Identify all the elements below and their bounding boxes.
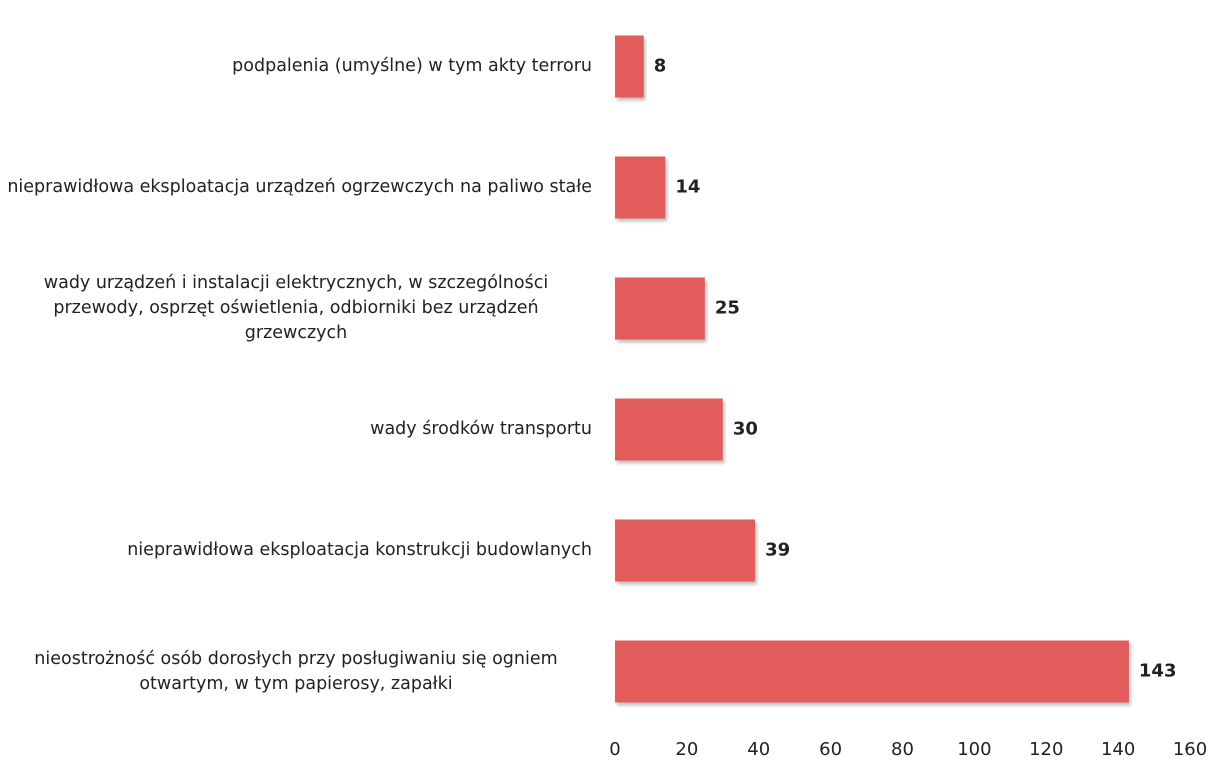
bar (615, 156, 666, 219)
value-label: 30 (733, 419, 758, 440)
category-label: nieprawidłowa eksploatacja urządzeń ogrz… (7, 177, 592, 197)
category-label: nieostrożność osób dorosłych przy posług… (34, 648, 558, 694)
category-label: podpalenia (umyślne) w tym akty terroru (232, 56, 592, 76)
value-label: 39 (765, 540, 790, 561)
value-label: 143 (1139, 661, 1177, 682)
value-label: 14 (675, 177, 700, 198)
category-label: wady środków transportu (370, 419, 592, 439)
bar (615, 35, 644, 98)
category-label-box: nieprawidłowa eksploatacja konstrukcji b… (0, 501, 592, 601)
bar (615, 398, 723, 461)
category-label-box: wady środków transportu (0, 380, 592, 480)
x-tick-label: 60 (819, 739, 842, 760)
bar (615, 277, 705, 340)
value-label: 8 (654, 56, 667, 77)
x-tick-label: 100 (957, 739, 991, 760)
category-label-box: wady urządzeń i instalacji elektrycznych… (0, 259, 592, 359)
x-tick-label: 120 (1029, 739, 1063, 760)
category-label: nieprawidłowa eksploatacja konstrukcji b… (127, 540, 592, 560)
category-label-box: podpalenia (umyślne) w tym akty terroru (0, 17, 592, 117)
category-label: wady urządzeń i instalacji elektrycznych… (43, 273, 549, 343)
x-tick-label: 140 (1101, 739, 1135, 760)
x-tick-label: 20 (675, 739, 698, 760)
bar (615, 519, 756, 582)
x-tick-label: 0 (609, 739, 620, 760)
category-label-box: nieostrożność osób dorosłych przy posług… (0, 622, 592, 722)
category-label-box: nieprawidłowa eksploatacja urządzeń ogrz… (0, 138, 592, 238)
x-tick-label: 40 (747, 739, 770, 760)
x-tick-label: 80 (891, 739, 914, 760)
x-tick-label: 160 (1173, 739, 1207, 760)
bar (615, 640, 1129, 703)
value-label: 25 (715, 298, 740, 319)
